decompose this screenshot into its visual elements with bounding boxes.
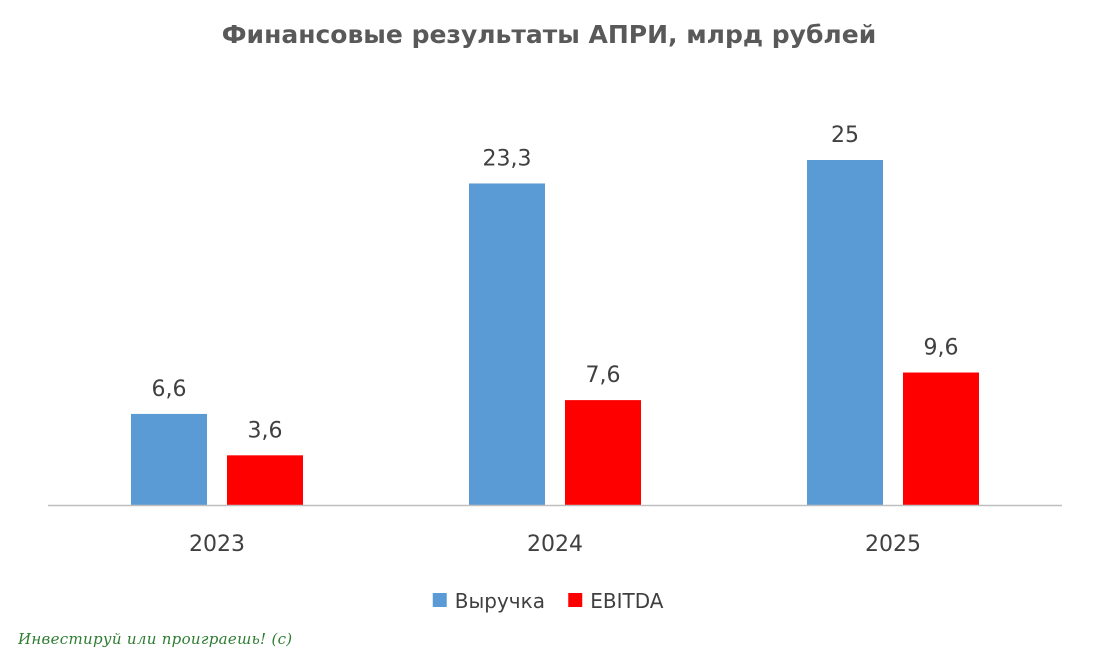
bar-ebitda-2025 <box>903 372 979 505</box>
legend-label-ebitda: EBITDA <box>590 589 664 613</box>
bar-выручка-2025 <box>807 160 883 505</box>
legend-swatch-ebitda <box>568 593 583 607</box>
bar-выручка-2023 <box>131 413 207 505</box>
x-tick-label-2023: 2023 <box>189 532 245 557</box>
data-label-выручка-2025: 25 <box>831 123 859 148</box>
legend-swatch-выручка <box>432 593 447 607</box>
data-label-выручка-2024: 23,3 <box>483 146 532 171</box>
x-tick-label-2024: 2024 <box>527 532 583 557</box>
data-label-выручка-2023: 6,6 <box>152 377 187 402</box>
watermark-signature: Инвестируй или проиграешь! (с) <box>18 630 293 648</box>
bar-выручка-2024 <box>469 183 545 505</box>
data-label-ebitda-2025: 9,6 <box>924 336 959 361</box>
legend-label-выручка: Выручка <box>455 589 545 613</box>
data-label-ebitda-2023: 3,6 <box>248 418 283 443</box>
bar-ebitda-2023 <box>227 455 303 505</box>
chart-title: Финансовые результаты АПРИ, млрд рублей <box>221 20 877 49</box>
bar-ebitda-2024 <box>565 400 641 505</box>
x-tick-label-2025: 2025 <box>865 532 921 557</box>
data-label-ebitda-2024: 7,6 <box>586 363 621 388</box>
